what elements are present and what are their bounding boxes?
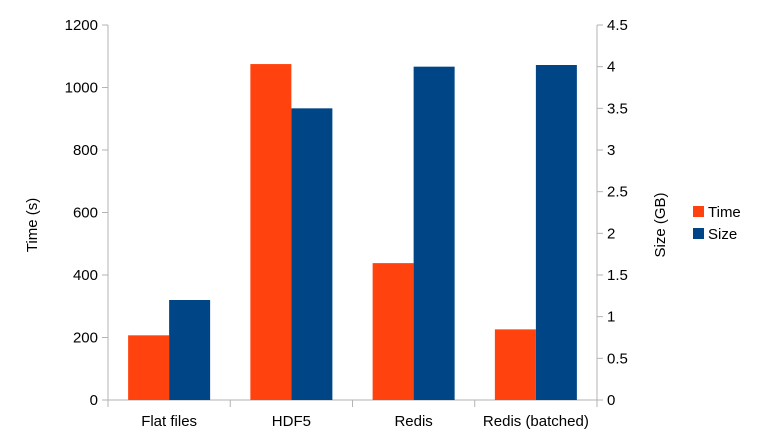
legend-label-time: Time	[708, 204, 741, 221]
y2-tick-label: 0	[607, 392, 615, 409]
bar-size-4	[535, 65, 577, 400]
y2-tick-label: 2	[607, 225, 615, 242]
legend-swatch-time	[693, 206, 704, 217]
y-tick-label: 400	[73, 267, 98, 284]
y2-tick-label: 0.5	[607, 350, 628, 367]
x-tick-label: Redis (batched)	[483, 413, 589, 430]
y-tick-label: 1000	[65, 80, 98, 97]
y2-tick-label: 3	[607, 142, 615, 159]
tick-labels: 0 200 400 600 800 1000 1200 0 0.5 1 1.5 2 2.5 3 3.5 4 4.…	[65, 17, 628, 430]
y2-tick-label: 1	[607, 309, 615, 326]
y-tick-label: 1200	[65, 17, 98, 34]
bar-time-2	[250, 64, 292, 400]
y2-tick-label: 4	[607, 59, 615, 76]
y2-tick-label: 3.5	[607, 100, 628, 117]
y2-tick-label: 2.5	[607, 184, 628, 201]
legend: Time Size	[693, 204, 741, 243]
bar-time-4	[494, 329, 536, 400]
x-tick-label: HDF5	[272, 413, 311, 430]
bars	[128, 64, 577, 401]
x-tick-label: Redis	[394, 413, 432, 430]
bar-time-1	[128, 335, 170, 400]
y-tick-label: 800	[73, 142, 98, 159]
bar-size-1	[169, 300, 211, 400]
y-tick-label: 0	[90, 392, 98, 409]
bar-size-2	[291, 108, 333, 400]
y-tick-label: 600	[73, 205, 98, 222]
bar-time-3	[372, 263, 414, 400]
y2-axis-title: Size (GB)	[652, 192, 669, 257]
y2-tick-label: 1.5	[607, 267, 628, 284]
y-tick-label: 200	[73, 330, 98, 347]
y-axis-title: Time (s)	[24, 198, 41, 252]
legend-label-size: Size	[708, 226, 737, 243]
y2-tick-label: 4.5	[607, 17, 628, 34]
bar-size-3	[413, 66, 455, 401]
x-tick-label: Flat files	[141, 413, 197, 430]
legend-swatch-size	[693, 228, 704, 239]
